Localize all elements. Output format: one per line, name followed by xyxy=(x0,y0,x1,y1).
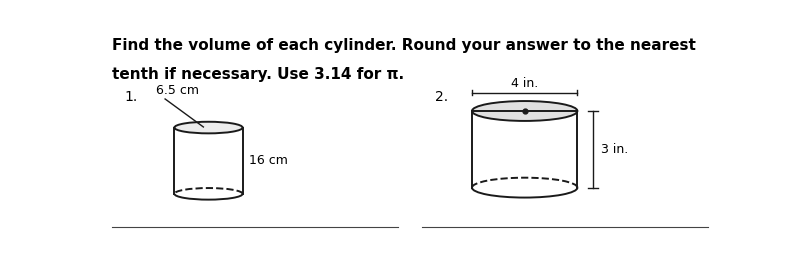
Text: 6.5 cm: 6.5 cm xyxy=(156,84,198,97)
Text: 2.: 2. xyxy=(435,90,448,104)
Text: Find the volume of each cylinder. Round your answer to the nearest: Find the volume of each cylinder. Round … xyxy=(112,38,696,54)
Ellipse shape xyxy=(174,122,242,133)
Text: 4 in.: 4 in. xyxy=(511,77,538,90)
Text: 16 cm: 16 cm xyxy=(249,154,288,167)
Text: tenth if necessary. Use 3.14 for π.: tenth if necessary. Use 3.14 for π. xyxy=(112,68,405,83)
Text: 3 in.: 3 in. xyxy=(601,143,628,156)
Ellipse shape xyxy=(472,101,578,121)
Text: 1.: 1. xyxy=(125,90,138,104)
